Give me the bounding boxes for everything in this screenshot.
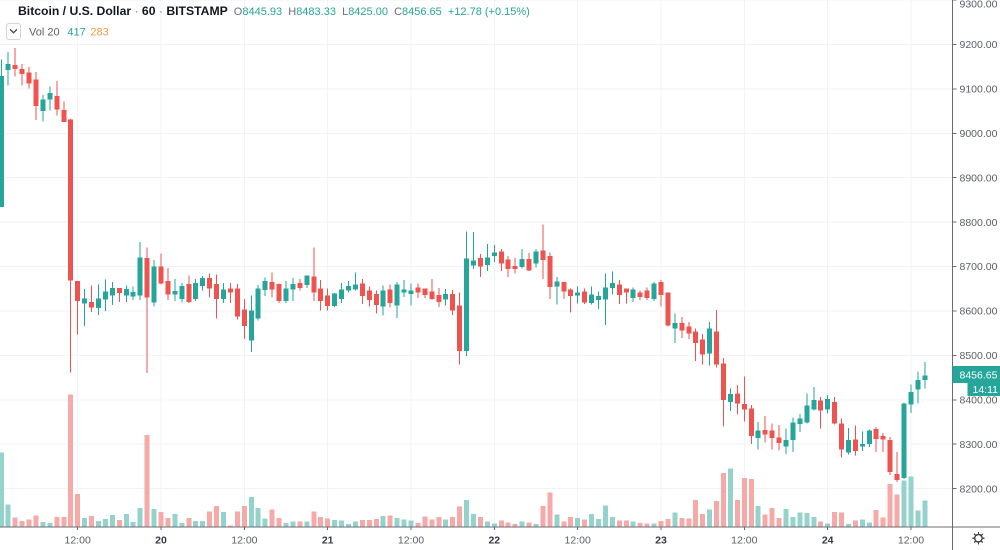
- svg-text:12:00: 12:00: [565, 535, 591, 547]
- svg-text:8800.00: 8800.00: [960, 217, 998, 229]
- svg-text:12:00: 12:00: [65, 535, 91, 547]
- svg-text:8900.00: 8900.00: [960, 172, 998, 184]
- svg-text:8400.00: 8400.00: [960, 395, 998, 407]
- svg-text:8200.00: 8200.00: [960, 483, 998, 495]
- svg-text:12:00: 12:00: [398, 535, 424, 547]
- svg-text:21: 21: [322, 535, 334, 547]
- svg-text:417: 417: [67, 27, 85, 39]
- svg-text:9200.00: 9200.00: [960, 39, 998, 51]
- svg-text:Bitcoin / U.S. Dollar · 60 · B: Bitcoin / U.S. Dollar · 60 · BITSTAMP: [18, 4, 228, 18]
- svg-text:23: 23: [655, 535, 667, 547]
- svg-text:22: 22: [488, 535, 500, 547]
- svg-text:8500.00: 8500.00: [960, 350, 998, 362]
- svg-text:283: 283: [90, 27, 108, 39]
- svg-text:8700.00: 8700.00: [960, 261, 998, 273]
- svg-text:9100.00: 9100.00: [960, 84, 998, 96]
- svg-text:Vol 20: Vol 20: [29, 27, 60, 39]
- svg-text:8600.00: 8600.00: [960, 306, 998, 318]
- svg-text:12:00: 12:00: [731, 535, 757, 547]
- svg-text:8300.00: 8300.00: [960, 439, 998, 451]
- svg-text:12:00: 12:00: [231, 535, 257, 547]
- svg-text:O8445.93 H8483.33 L8425.00: O8445.93 H8483.33 L8425.00 C8456.65 +12.…: [234, 6, 530, 18]
- svg-text:9000.00: 9000.00: [960, 128, 998, 140]
- svg-text:9300.00: 9300.00: [960, 0, 998, 11]
- svg-text:24: 24: [822, 535, 834, 547]
- svg-text:14:11: 14:11: [973, 384, 999, 396]
- svg-text:8456.65: 8456.65: [960, 369, 998, 381]
- svg-text:12:00: 12:00: [898, 535, 924, 547]
- svg-text:20: 20: [155, 535, 167, 547]
